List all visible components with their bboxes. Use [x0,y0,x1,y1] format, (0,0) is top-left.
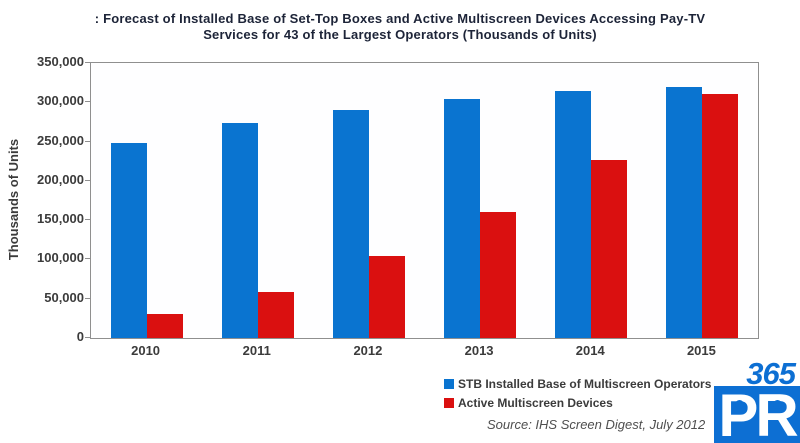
logo-p-dot-icon [735,400,744,409]
y-axis-tick-label: 100,000 [37,250,84,266]
bar-2014-stb [555,91,591,338]
y-axis-tick-label: 50,000 [44,289,84,305]
bar-2012-active [369,256,405,338]
bar-2010-active [147,314,183,338]
bar-2011-stb [222,123,258,338]
legend-item-stb: STB Installed Base of Multiscreen Operat… [444,374,711,393]
y-axis-tick-mark [85,101,90,102]
y-axis-tick-label: 150,000 [37,211,84,227]
logo-pr-box: PR [714,386,800,443]
y-axis-tick-label: 350,000 [37,54,84,69]
bar-2015-stb [666,87,702,338]
y-axis-tick-mark [85,258,90,259]
legend: STB Installed Base of Multiscreen Operat… [444,374,711,412]
source-text: Source: IHS Screen Digest, July 2012 [487,417,706,432]
legend-label: Active Multiscreen Devices [458,395,613,410]
x-axis-label-2014: 2014 [575,343,605,358]
bar-2013-stb [444,99,480,338]
y-axis-tick-label: 300,000 [37,93,84,109]
plot-area [90,62,759,339]
x-axis-label-2012: 2012 [353,343,383,358]
legend-label: STB Installed Base of Multiscreen Operat… [458,376,712,391]
x-axis-label-2010: 2010 [131,343,161,358]
x-axis-label-2013: 2013 [464,343,494,358]
y-axis-tick-label: 200,000 [37,171,84,187]
legend-item-active: Active Multiscreen Devices [444,393,711,412]
x-axis-label-2015: 2015 [686,343,716,358]
y-axis-tick-mark [85,180,90,181]
chart-title-line1: : Forecast of Installed Base of Set-Top … [94,11,706,26]
bar-2013-active [480,212,516,338]
y-axis-tick-mark [85,62,90,63]
y-axis-tick-mark [85,219,90,220]
y-axis-tick-mark [85,337,90,338]
y-axis-tick-label: 0 [76,329,84,344]
logo: 365 PR [714,358,800,443]
bar-2015-active [702,94,738,338]
bar-2010-stb [111,143,147,338]
y-axis-tick-mark [85,298,90,299]
logo-pr-text: PR [718,386,798,443]
chart-title: : Forecast of Installed Base of Set-Top … [0,11,800,43]
legend-swatch-icon [444,378,454,389]
y-axis-tick-label: 250,000 [37,132,84,148]
logo-365-text: 365 [746,356,796,391]
legend-swatch-icon [444,397,454,408]
bar-2011-active [258,292,294,338]
chart-title-line2: Services for 43 of the Largest Operators… [203,27,597,42]
x-axis-label-2011: 2011 [242,343,271,358]
logo-r-dot-icon [773,400,782,409]
bar-2012-stb [333,110,369,338]
bar-2014-active [591,160,627,338]
y-axis-tick-mark [85,141,90,142]
